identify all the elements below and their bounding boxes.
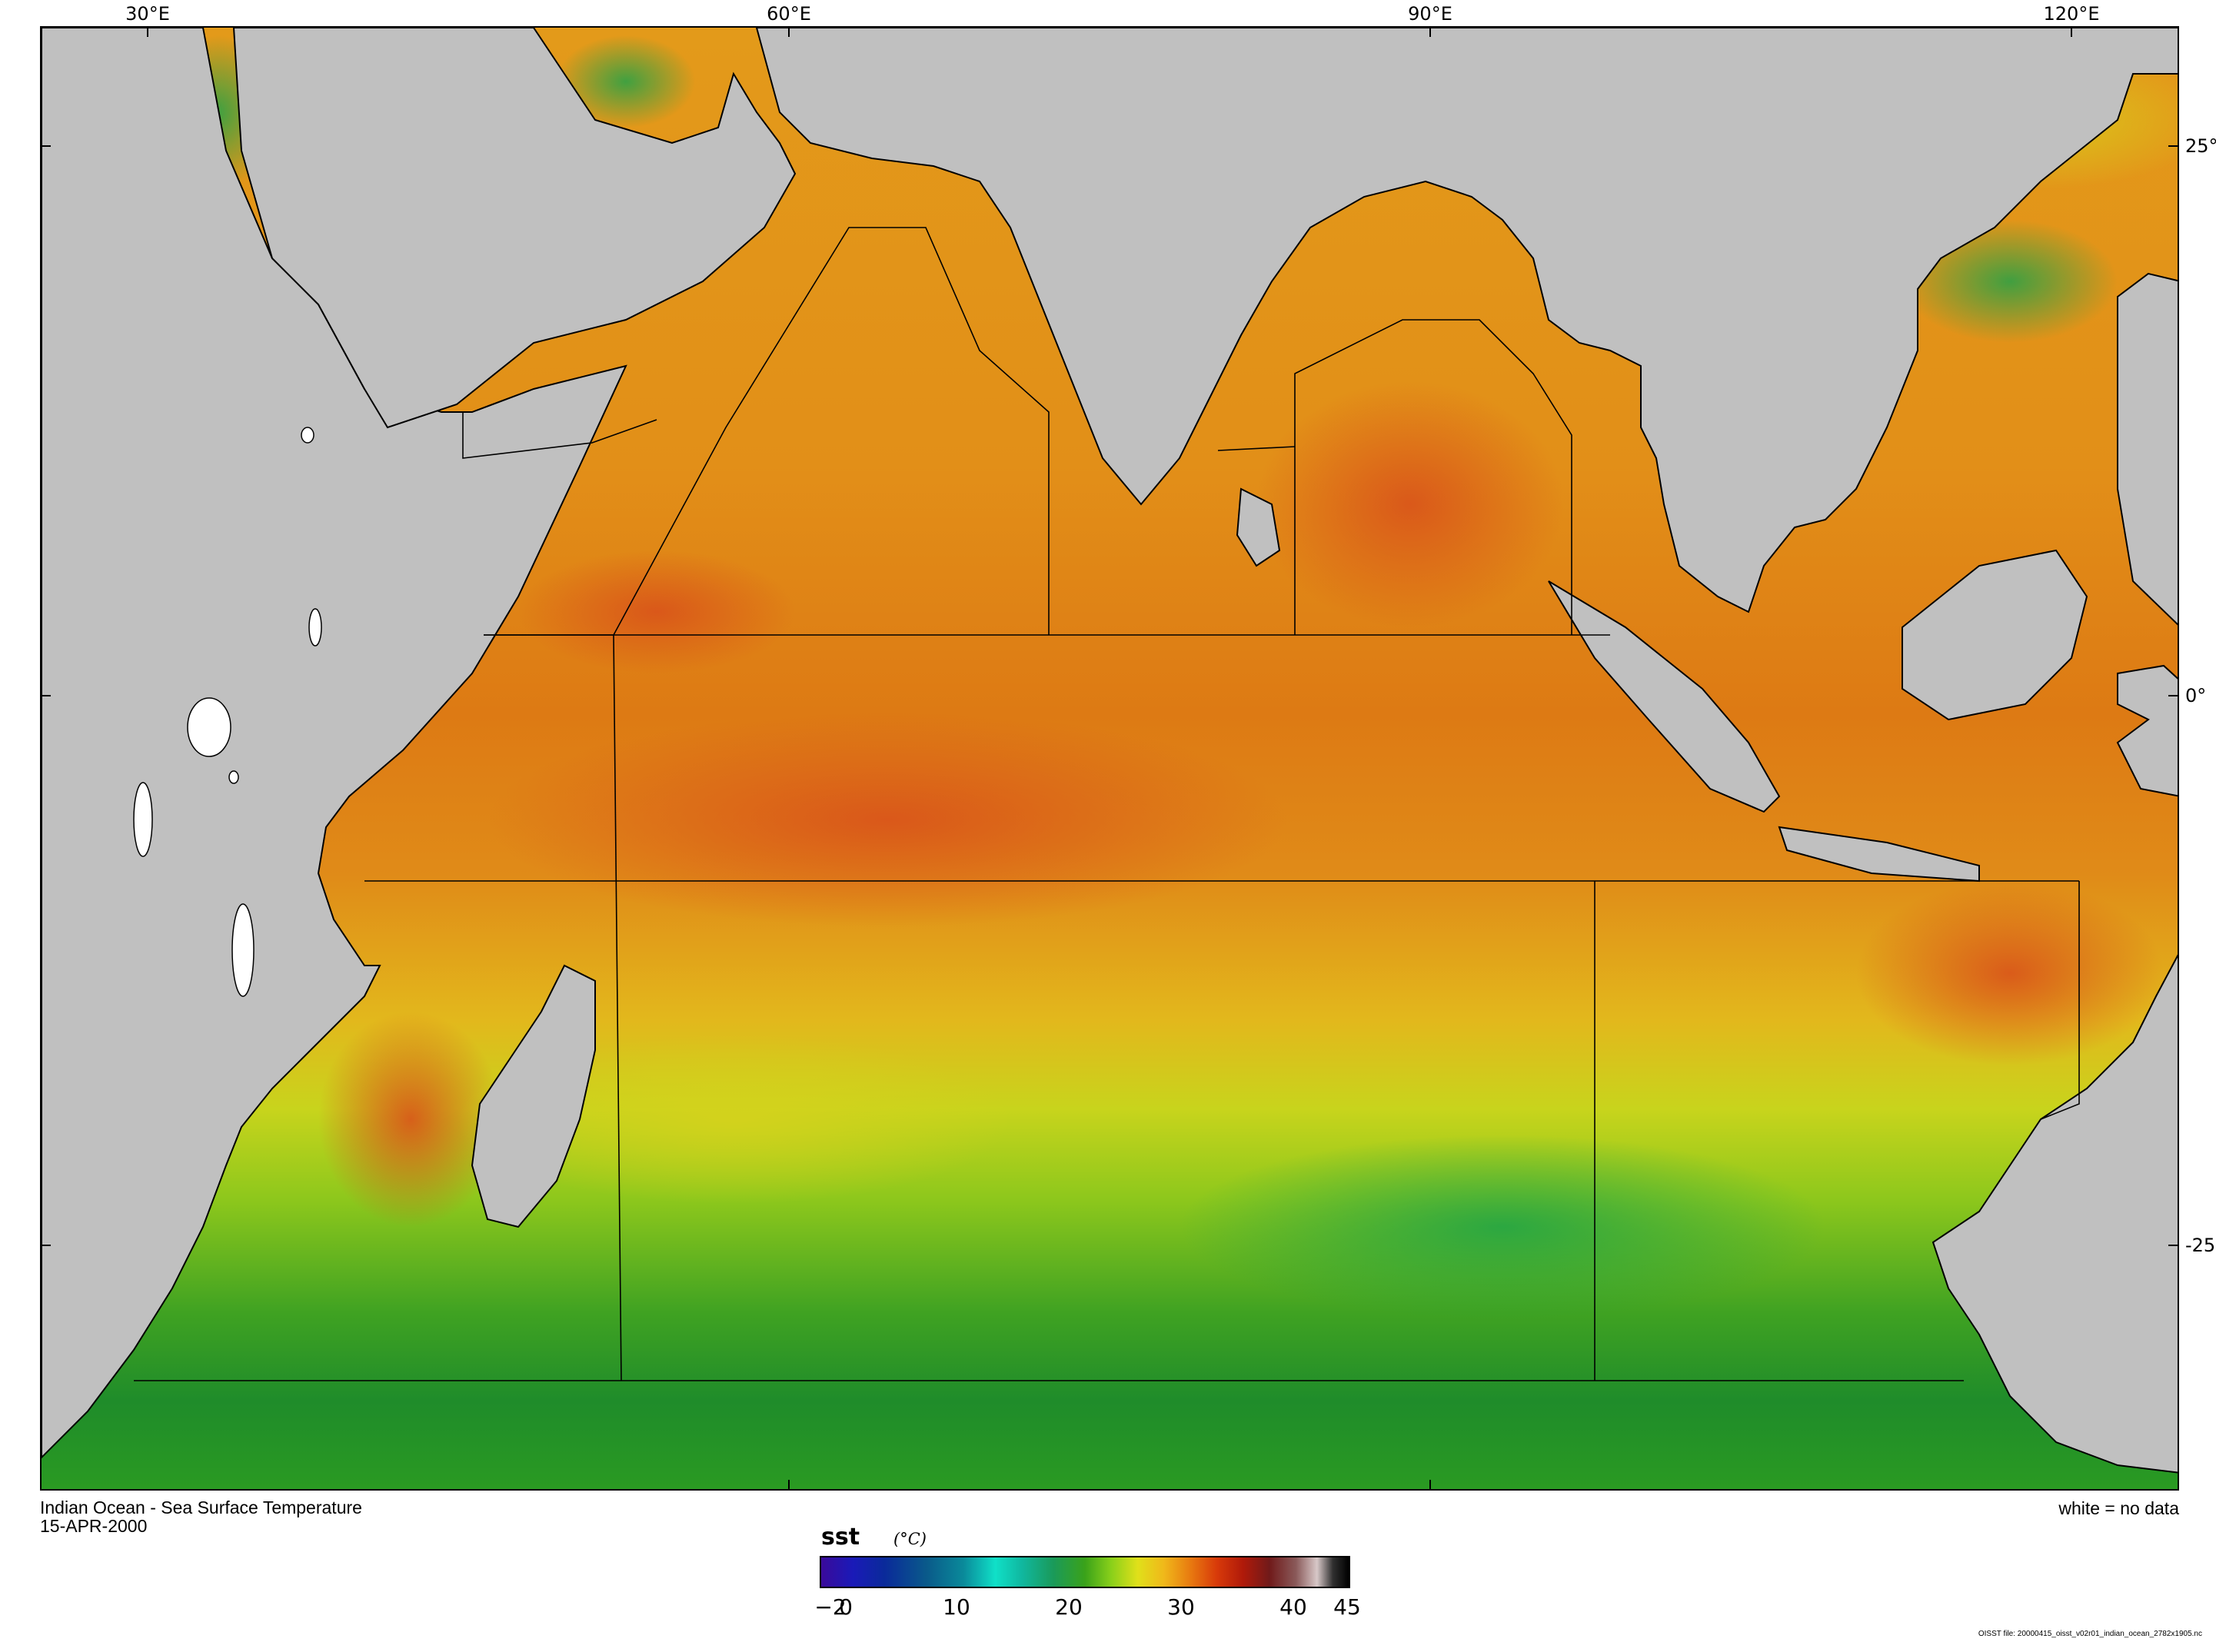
warm-patch-bay-of-bengal <box>1256 381 1564 627</box>
warm-patch-timor <box>1856 881 2164 1065</box>
colorbar-tick-0: 0 <box>839 1594 853 1620</box>
lat-label-0: 0° <box>2185 685 2207 706</box>
lat-tick-0-right <box>2168 695 2179 696</box>
colorbar-tick-20: 20 <box>1055 1594 1083 1620</box>
no-data-island-5 <box>301 427 314 444</box>
map-title: Indian Ocean - Sea Surface Temperature <box>40 1497 362 1517</box>
sst-map-canvas <box>42 28 2178 1474</box>
lon-label-120e: 120°E <box>2043 3 2100 25</box>
lon-tick-120e-top <box>2071 26 2072 37</box>
region-boundaries <box>134 227 2080 1381</box>
colorbar-tick-30: 30 <box>1167 1594 1195 1620</box>
colorbar <box>820 1556 1350 1588</box>
colorbar-tick-45: 45 <box>1333 1594 1361 1620</box>
boundary-east <box>2040 881 2080 1120</box>
no-data-island-1 <box>187 697 231 757</box>
colorbar-tick-40: 40 <box>1279 1594 1307 1620</box>
lat-label-25n: 25° <box>2185 135 2216 157</box>
land-arabia <box>232 28 797 429</box>
map-date: 15-APR-2000 <box>40 1516 148 1536</box>
no-data-note: white = no data <box>2058 1498 2179 1518</box>
colorbar-tick-minus2: −2 <box>814 1594 847 1620</box>
land-madagascar <box>471 964 596 1228</box>
yellow-patch-south <box>457 1035 1010 1204</box>
lon-tick-90e-top <box>1429 26 1431 37</box>
warm-patch-mozambique <box>318 1012 503 1227</box>
land-east-islands <box>2117 272 2178 626</box>
boundary-central-west <box>613 634 622 1381</box>
map-title-block: Indian Ocean - Sea Surface Temperature 1… <box>40 1498 362 1535</box>
no-data-island-6 <box>228 770 239 784</box>
green-patch-south-china <box>1902 220 2118 343</box>
colorbar-variable: sst <box>821 1524 860 1551</box>
land-asia-north <box>755 28 2178 613</box>
lon-tick-90e-bottom <box>1429 1480 1431 1491</box>
lon-tick-60e-bottom <box>788 1480 790 1491</box>
lon-label-30e: 30°E <box>125 3 170 25</box>
land-borneo <box>1902 549 2088 721</box>
land-java <box>1778 826 1980 883</box>
lon-label-60e: 60°E <box>767 3 811 25</box>
no-data-island-4 <box>308 608 322 647</box>
colorbar-tick-10: 10 <box>943 1594 970 1620</box>
lon-tick-30e-top <box>147 26 148 37</box>
sst-map <box>40 26 2179 1491</box>
lat-tick-25n-left <box>40 145 51 147</box>
boundary-arabian-sea <box>462 412 657 459</box>
land-sumatra <box>1548 580 1781 813</box>
green-patch-southwest <box>1180 1135 1825 1319</box>
land-sri-lanka <box>1236 487 1281 567</box>
land-masses <box>42 28 2178 1474</box>
lat-tick-25s-right <box>2168 1245 2179 1246</box>
lat-label-25s: -25° <box>2185 1235 2216 1256</box>
lon-label-90e: 90°E <box>1408 3 1452 25</box>
lat-tick-25s-left <box>40 1245 51 1246</box>
warm-patch-arabian-sea <box>518 550 795 673</box>
no-data-island-2 <box>133 782 153 857</box>
warm-patch-equatorial <box>487 712 1287 927</box>
boundary-india <box>1217 446 1296 451</box>
no-data-island-3 <box>231 903 255 997</box>
lat-tick-25n-right <box>2168 145 2179 147</box>
land-australia <box>1932 954 2178 1474</box>
lon-tick-60e-top <box>788 26 790 37</box>
boundary-bay-of-bengal <box>1294 319 1572 635</box>
boundary-arabian-sea-west <box>484 227 1050 636</box>
lat-tick-0-left <box>40 695 51 696</box>
green-patch-gulf <box>557 35 695 128</box>
colorbar-unit: (°C) <box>893 1530 927 1548</box>
file-note: OISST file: 20000415_oisst_v02r01_indian… <box>1978 1630 2202 1638</box>
land-sulawesi <box>2116 664 2178 797</box>
